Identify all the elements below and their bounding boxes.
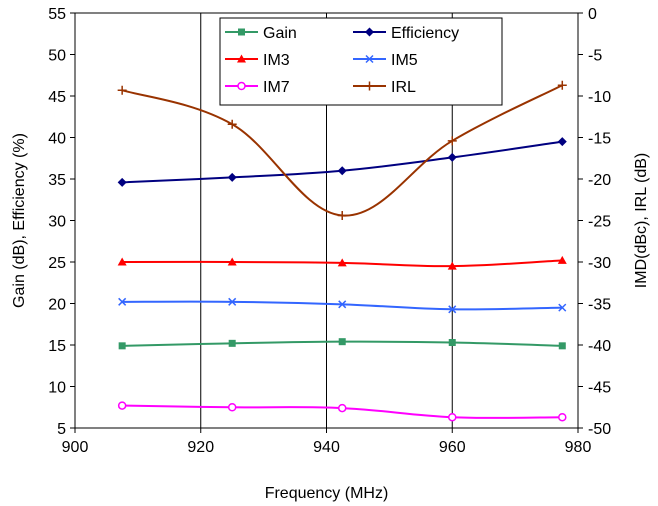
efficiency-point xyxy=(447,152,457,162)
im7-point xyxy=(558,412,567,422)
im7-point xyxy=(448,412,457,422)
y-tick-label: 55 xyxy=(48,6,66,23)
series-im7 xyxy=(117,401,567,422)
im3-point xyxy=(337,258,347,267)
y2-tick-label: -45 xyxy=(588,380,611,397)
legend-label-gain: Gain xyxy=(263,25,297,42)
im5-point xyxy=(228,297,237,306)
irl-point xyxy=(557,80,567,90)
y-tick-label: 25 xyxy=(48,255,66,272)
efficiency-point xyxy=(227,172,237,182)
y-tick-label: 10 xyxy=(48,380,66,397)
legend-marker-efficiency xyxy=(365,27,374,37)
x-tick-label: 920 xyxy=(187,439,214,456)
gain-point xyxy=(448,339,456,347)
legend-marker-im5 xyxy=(365,54,374,64)
y-tick-label: 5 xyxy=(57,421,66,438)
irl-point xyxy=(117,85,127,95)
y2-tick-label: -10 xyxy=(588,89,611,106)
im3-point xyxy=(117,257,127,266)
legend-marker-gain xyxy=(238,28,245,36)
y2-tick-label: -15 xyxy=(588,131,611,148)
y-tick-label: 35 xyxy=(48,172,66,189)
im5-point xyxy=(558,303,567,312)
series-im5 xyxy=(118,297,567,314)
y-tick-label: 45 xyxy=(48,89,66,106)
legend-marker-im7 xyxy=(237,81,246,91)
y2-tick-label: 0 xyxy=(588,6,597,23)
series-irl xyxy=(117,80,567,221)
legend-label-efficiency: Efficiency xyxy=(391,25,459,42)
x-tick-label: 900 xyxy=(62,439,89,456)
im3-point xyxy=(447,261,457,270)
y2-tick-label: -5 xyxy=(588,48,602,65)
x-tick-label: 960 xyxy=(439,439,466,456)
x-tick-label: 940 xyxy=(313,439,340,456)
axes-layer: 900 920 940 960 980510152025303540455055-50-… xyxy=(48,6,611,456)
y-tick-label: 20 xyxy=(48,297,66,314)
gain-point xyxy=(118,342,126,350)
series-efficiency xyxy=(117,137,567,187)
y2-tick-label: -30 xyxy=(588,255,611,272)
irl-point xyxy=(227,119,237,129)
legend-marker-im3 xyxy=(237,54,246,63)
x-axis-title: Frequency (MHz) xyxy=(265,485,389,502)
y-axis-title: Gain (dB), Efficiency (%) xyxy=(11,133,28,308)
im5-point xyxy=(118,297,127,306)
legend: Gain Efficiency IM3 IM5 IM7 IRL xyxy=(219,17,503,106)
legend-label-im7: IM7 xyxy=(263,79,290,96)
legend-marker-irl xyxy=(365,81,374,91)
y2-tick-label: -35 xyxy=(588,297,611,314)
y2-tick-label: -20 xyxy=(588,172,611,189)
im5-point xyxy=(338,300,347,309)
gain-point xyxy=(558,342,566,350)
irl-point xyxy=(337,211,347,221)
efficiency-point xyxy=(117,177,127,187)
efficiency-point xyxy=(337,166,347,176)
y2-tick-label: -50 xyxy=(588,421,611,438)
legend-label-irl: IRL xyxy=(391,79,416,96)
im5-point xyxy=(448,305,457,314)
im5-line xyxy=(122,300,563,311)
legend-label-im3: IM3 xyxy=(263,52,290,69)
series-layer xyxy=(117,80,567,422)
y-tick-label: 30 xyxy=(48,214,66,231)
im7-point xyxy=(337,403,347,413)
im3-point xyxy=(227,257,237,266)
im7-point xyxy=(227,403,237,412)
im7-point xyxy=(117,401,127,410)
y-tick-label: 15 xyxy=(48,338,66,355)
y2-tick-label: -25 xyxy=(588,214,611,231)
series-gain xyxy=(118,338,566,350)
series-im3 xyxy=(117,255,567,270)
y-tick-label: 40 xyxy=(48,131,66,148)
gain-point xyxy=(338,338,346,346)
y-tick-label: 50 xyxy=(48,48,66,65)
legend-label-im5: IM5 xyxy=(391,52,418,69)
im3-point xyxy=(557,255,567,264)
y2-axis-title: IMD(dBc), IRL (dB) xyxy=(633,153,650,288)
efficiency-line xyxy=(122,140,563,184)
y2-tick-label: -40 xyxy=(588,338,611,355)
x-tick-label: 980 xyxy=(565,439,592,456)
efficiency-point xyxy=(557,137,567,147)
irl-point xyxy=(447,136,457,146)
gain-point xyxy=(228,339,236,347)
